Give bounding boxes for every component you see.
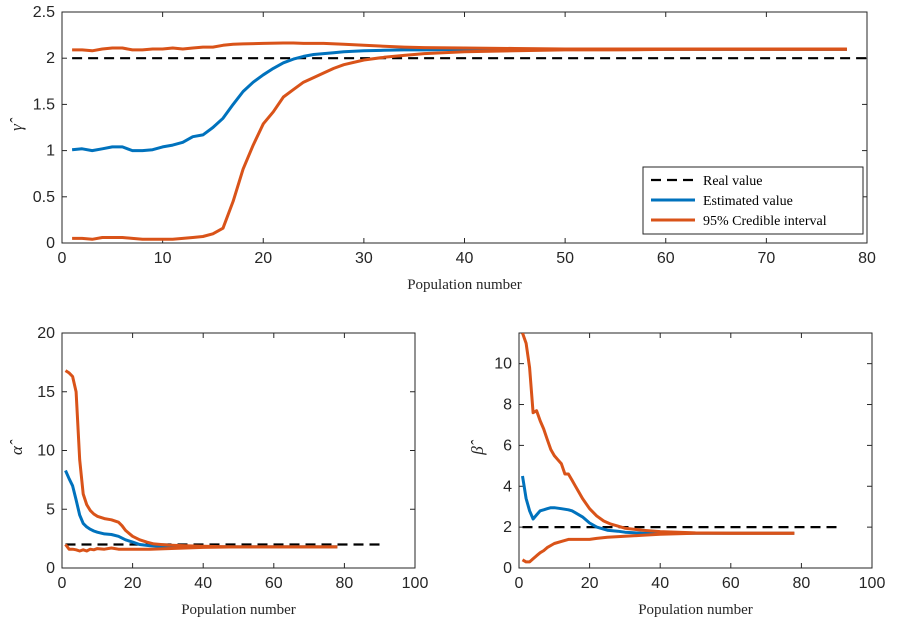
legend-entry: Estimated value xyxy=(703,194,793,209)
y-tick-label: 15 xyxy=(37,384,55,401)
chart-beta: 0 20 40 60 80 100 0 2 4 6 8 10 Population number β̂ xyxy=(468,332,886,618)
y-axis-label: α̂ xyxy=(7,439,26,455)
y-axis-label: β̂ xyxy=(468,439,487,455)
y-tick-label: 0 xyxy=(46,235,55,252)
y-tick-label: 0 xyxy=(46,560,55,577)
x-tick-label: 80 xyxy=(336,575,354,592)
x-tick-label: 20 xyxy=(254,250,272,267)
x-tick-label: 40 xyxy=(194,575,212,592)
series-credible-interval-alpha xyxy=(64,369,338,549)
x-tick-label: 70 xyxy=(757,250,775,267)
series-credible-interval-gamma xyxy=(72,41,847,53)
x-tick-label: 0 xyxy=(58,250,67,267)
x-tick-label: 40 xyxy=(456,250,474,267)
x-tick-label: 20 xyxy=(581,575,599,592)
y-tick-label: 2.5 xyxy=(33,4,55,21)
y-tick-label: 10 xyxy=(37,443,55,460)
series-estimated-value-gamma xyxy=(71,47,847,153)
y-tick-label: 2 xyxy=(503,519,512,536)
series-credible-interval-beta xyxy=(521,333,795,535)
plot-area-alpha xyxy=(61,332,416,569)
legend: Real value Estimated value 95% Credible in… xyxy=(642,166,864,235)
y-tick-label: 4 xyxy=(503,478,512,495)
plot-area-beta xyxy=(518,332,873,569)
series-credible-interval-alpha xyxy=(64,543,338,553)
x-axis-label: Population number xyxy=(181,602,296,618)
y-tick-label: 1.5 xyxy=(33,96,55,113)
x-tick-label: 60 xyxy=(722,575,740,592)
x-tick-label: 0 xyxy=(58,575,67,592)
x-tick-label: 80 xyxy=(858,250,876,267)
chart-gamma: 0 10 20 30 40 50 60 70 80 0 0.5 1 1.5 2 2.5 Population … xyxy=(7,4,876,293)
y-axis-label: γ̂ xyxy=(7,117,26,131)
x-tick-label: 40 xyxy=(651,575,669,592)
y-tick-label: 0 xyxy=(503,560,512,577)
y-tick-label: 5 xyxy=(46,501,55,518)
legend-entry: 95% Credible interval xyxy=(703,214,827,229)
x-tick-label: 100 xyxy=(402,575,429,592)
y-tick-label: 6 xyxy=(503,437,512,454)
x-tick-label: 20 xyxy=(124,575,142,592)
x-tick-label: 10 xyxy=(154,250,172,267)
y-tick-label: 20 xyxy=(37,325,55,342)
series-credible-interval-gamma xyxy=(72,47,847,241)
x-tick-label: 0 xyxy=(515,575,524,592)
x-tick-label: 100 xyxy=(859,575,886,592)
series-credible-interval-beta xyxy=(521,531,795,564)
x-axis-label: Population number xyxy=(638,602,753,618)
x-tick-label: 60 xyxy=(657,250,675,267)
x-tick-label: 60 xyxy=(265,575,283,592)
x-tick-label: 30 xyxy=(355,250,373,267)
y-tick-label: 2 xyxy=(46,50,55,67)
series-estimated-value-alpha xyxy=(64,469,338,549)
x-tick-label: 50 xyxy=(556,250,574,267)
x-tick-label: 80 xyxy=(793,575,811,592)
y-tick-label: 10 xyxy=(494,356,512,373)
series-estimated-value-beta xyxy=(521,475,795,535)
chart-alpha: 0 20 40 60 80 100 0 5 10 15 20 Population number α̂ xyxy=(7,325,428,618)
legend-entry: Real value xyxy=(703,174,762,189)
y-tick-label: 0.5 xyxy=(33,189,55,206)
x-axis-label: Population number xyxy=(407,277,522,293)
y-tick-label: 8 xyxy=(503,397,512,414)
y-tick-label: 1 xyxy=(46,143,55,160)
